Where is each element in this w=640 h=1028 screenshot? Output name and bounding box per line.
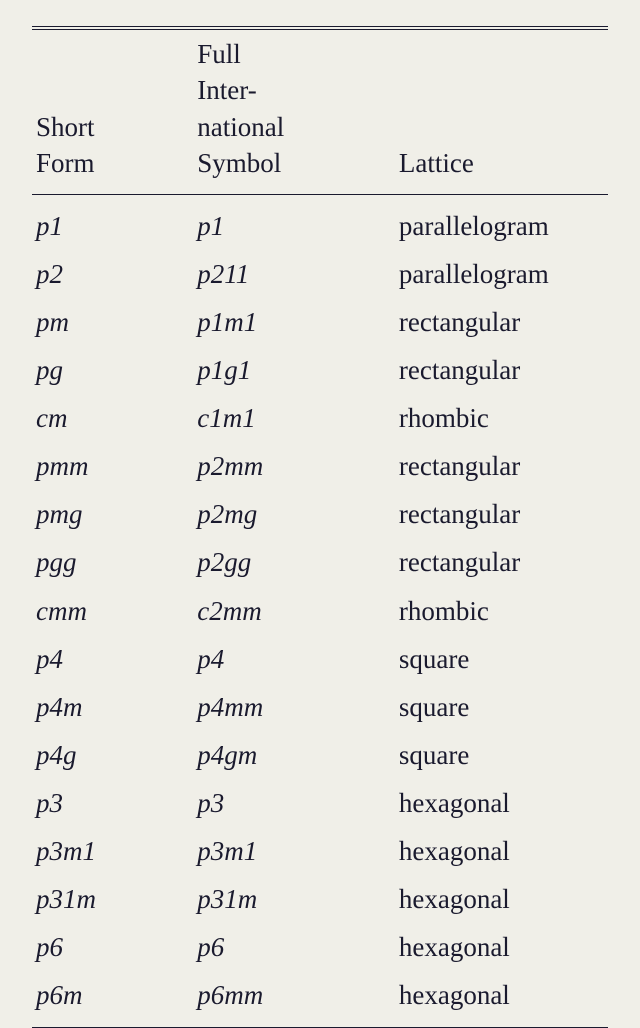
header-text: national: [197, 112, 284, 142]
table-row: p3 p3 hexagonal: [32, 779, 608, 827]
cell-lattice: hexagonal: [395, 924, 608, 972]
cell-short-form: pg: [32, 347, 193, 395]
cell-short-form: p4m: [32, 683, 193, 731]
cell-full-symbol: p3m1: [193, 827, 395, 875]
cell-short-form: cm: [32, 395, 193, 443]
cell-full-symbol: p1m1: [193, 298, 395, 346]
table-header: Short Form Full Inter- national Symbol L…: [32, 28, 608, 194]
cell-full-symbol: p4gm: [193, 731, 395, 779]
cell-short-form: cmm: [32, 587, 193, 635]
table-row: p3m1 p3m1 hexagonal: [32, 827, 608, 875]
cell-lattice: hexagonal: [395, 876, 608, 924]
cell-full-symbol: p31m: [193, 876, 395, 924]
header-text: Short: [36, 112, 95, 142]
cell-full-symbol: p6: [193, 924, 395, 972]
cell-short-form: pgg: [32, 539, 193, 587]
cell-full-symbol: p6mm: [193, 972, 395, 1028]
cell-lattice: square: [395, 683, 608, 731]
cell-full-symbol: p4: [193, 635, 395, 683]
cell-lattice: square: [395, 731, 608, 779]
cell-lattice: hexagonal: [395, 827, 608, 875]
cell-full-symbol: p2mm: [193, 443, 395, 491]
cell-lattice: parallelogram: [395, 250, 608, 298]
header-text: Full: [197, 39, 241, 69]
cell-full-symbol: p1g1: [193, 347, 395, 395]
cell-lattice: rectangular: [395, 443, 608, 491]
cell-lattice: hexagonal: [395, 972, 608, 1028]
page: Short Form Full Inter- national Symbol L…: [0, 0, 640, 964]
cell-full-symbol: p1: [193, 194, 395, 250]
cell-full-symbol: p3: [193, 779, 395, 827]
cell-full-symbol: p211: [193, 250, 395, 298]
table-row: p6m p6mm hexagonal: [32, 972, 608, 1028]
table-row: pmm p2mm rectangular: [32, 443, 608, 491]
table-row: pgg p2gg rectangular: [32, 539, 608, 587]
cell-lattice: rhombic: [395, 587, 608, 635]
table-row: pmg p2mg rectangular: [32, 491, 608, 539]
header-text: Lattice: [399, 148, 474, 178]
table-row: p4 p4 square: [32, 635, 608, 683]
cell-lattice: rectangular: [395, 298, 608, 346]
wallpaper-groups-table: Short Form Full Inter- national Symbol L…: [32, 26, 608, 1028]
cell-short-form: pm: [32, 298, 193, 346]
cell-short-form: pmm: [32, 443, 193, 491]
column-header-lattice: Lattice: [395, 28, 608, 194]
cell-lattice: square: [395, 635, 608, 683]
table-row: p31m p31m hexagonal: [32, 876, 608, 924]
cell-full-symbol: p4mm: [193, 683, 395, 731]
cell-lattice: parallelogram: [395, 194, 608, 250]
header-text: Form: [36, 148, 95, 178]
column-header-short-form: Short Form: [32, 28, 193, 194]
cell-lattice: hexagonal: [395, 779, 608, 827]
table-row: p4g p4gm square: [32, 731, 608, 779]
column-header-full-symbol: Full Inter- national Symbol: [193, 28, 395, 194]
cell-short-form: p6: [32, 924, 193, 972]
cell-short-form: pmg: [32, 491, 193, 539]
table-body: p1 p1 parallelogram p2 p211 parallelogra…: [32, 194, 608, 1028]
cell-lattice: rectangular: [395, 539, 608, 587]
table-row: p6 p6 hexagonal: [32, 924, 608, 972]
table-row: cmm c2mm rhombic: [32, 587, 608, 635]
header-text: Symbol: [197, 148, 281, 178]
cell-short-form: p4: [32, 635, 193, 683]
cell-short-form: p31m: [32, 876, 193, 924]
cell-full-symbol: p2gg: [193, 539, 395, 587]
cell-short-form: p1: [32, 194, 193, 250]
cell-full-symbol: c2mm: [193, 587, 395, 635]
cell-short-form: p3m1: [32, 827, 193, 875]
cell-short-form: p4g: [32, 731, 193, 779]
table-header-row: Short Form Full Inter- national Symbol L…: [32, 28, 608, 194]
cell-lattice: rhombic: [395, 395, 608, 443]
cell-full-symbol: p2mg: [193, 491, 395, 539]
cell-short-form: p3: [32, 779, 193, 827]
cell-lattice: rectangular: [395, 491, 608, 539]
cell-full-symbol: c1m1: [193, 395, 395, 443]
cell-short-form: p6m: [32, 972, 193, 1028]
table-row: pm p1m1 rectangular: [32, 298, 608, 346]
cell-lattice: rectangular: [395, 347, 608, 395]
table-row: p4m p4mm square: [32, 683, 608, 731]
table-row: cm c1m1 rhombic: [32, 395, 608, 443]
cell-short-form: p2: [32, 250, 193, 298]
table-row: p1 p1 parallelogram: [32, 194, 608, 250]
header-text: Inter-: [197, 75, 256, 105]
table-row: p2 p211 parallelogram: [32, 250, 608, 298]
table-row: pg p1g1 rectangular: [32, 347, 608, 395]
